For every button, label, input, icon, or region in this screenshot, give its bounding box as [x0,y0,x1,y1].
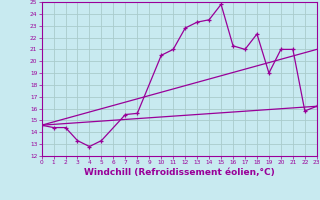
X-axis label: Windchill (Refroidissement éolien,°C): Windchill (Refroidissement éolien,°C) [84,168,275,177]
